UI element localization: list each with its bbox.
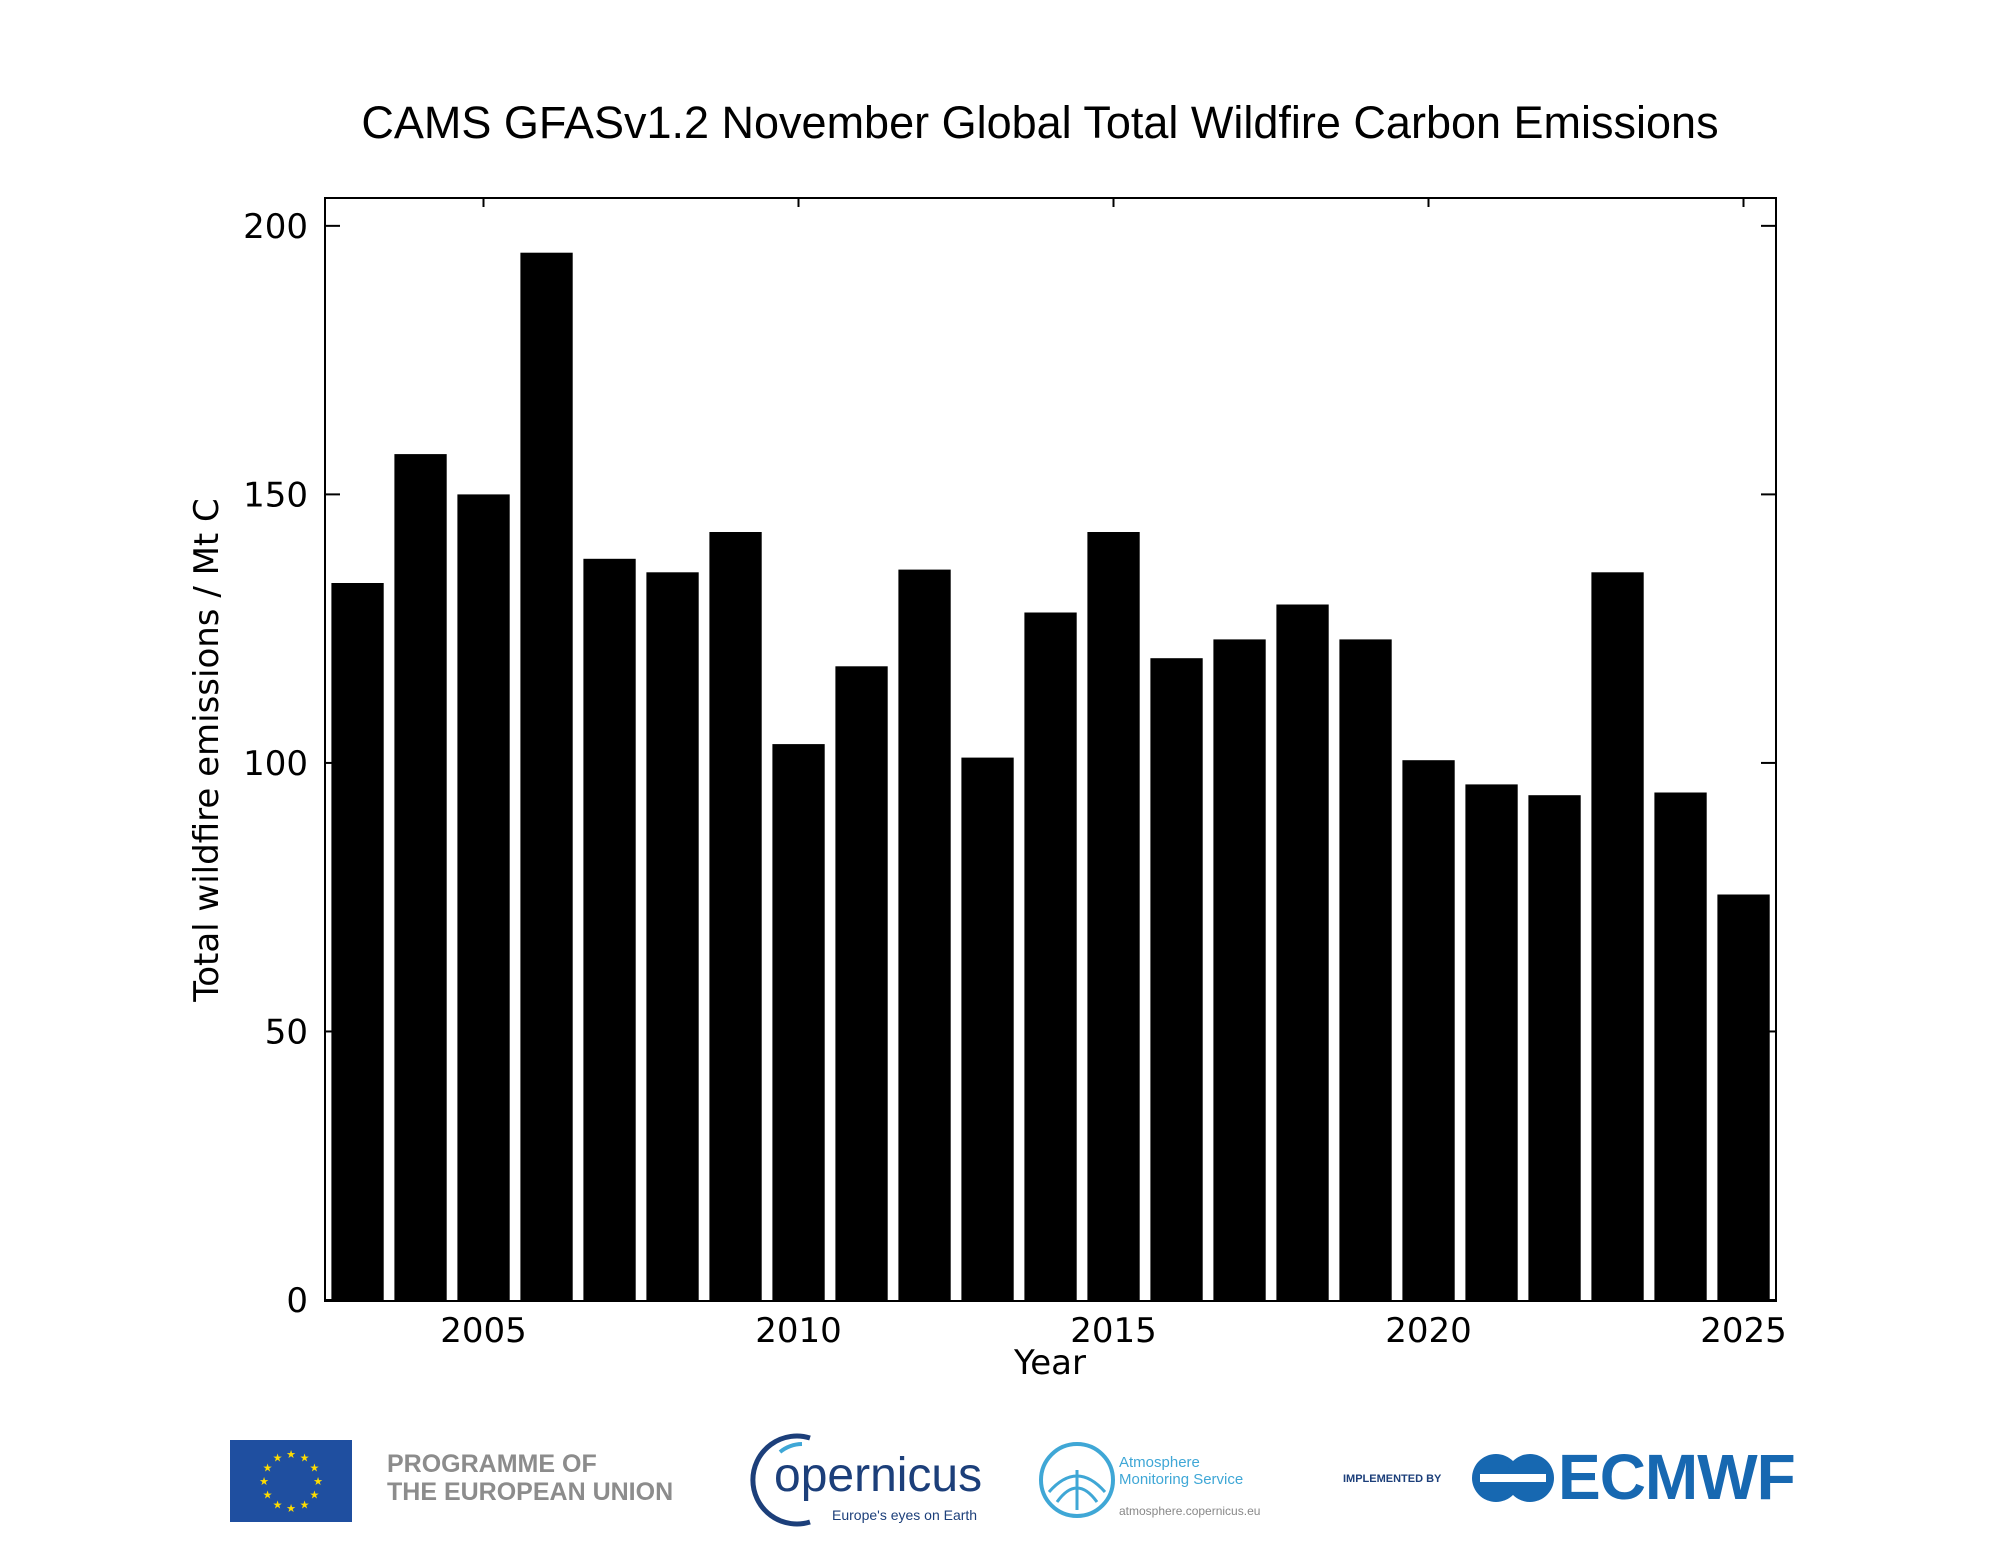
bar-2025	[1717, 894, 1770, 1300]
bar-2009	[709, 532, 762, 1300]
ecmwf-symbol-icon	[1472, 1454, 1554, 1502]
bar-2016	[1150, 658, 1203, 1300]
y-tick-label-150: 150	[243, 475, 308, 515]
copernicus-c-icon	[750, 1433, 811, 1527]
cams-name-line2: Monitoring Service	[1119, 1471, 1244, 1488]
bar-2004	[394, 454, 447, 1301]
eu-star-icon: ★	[300, 1498, 310, 1511]
eu-star-icon: ★	[259, 1475, 269, 1488]
cams-logo: Atmosphere Monitoring Service atmosphere…	[1037, 1434, 1297, 1530]
copernicus-logo: opernicus Europe's eyes on Earth	[740, 1430, 983, 1530]
bar-2011	[835, 666, 888, 1300]
plot-frame	[324, 197, 1777, 1302]
eu-star-icon: ★	[263, 1462, 273, 1475]
ecmwf-wordmark: ECMWF	[1558, 1441, 1796, 1513]
eu-stars-icon: ★★★★★★★★★ ★ ★★	[259, 1448, 323, 1515]
bar-2017	[1213, 639, 1266, 1300]
eu-text-line2: THE EUROPEAN UNION	[387, 1478, 674, 1506]
ecmwf-logo: ECMWF	[1470, 1440, 1800, 1513]
cams-url: atmosphere.copernicus.eu	[1119, 1504, 1261, 1518]
bar-2024	[1654, 792, 1707, 1300]
bar-2021	[1465, 784, 1518, 1300]
y-axis: 0 50 100 150 200	[243, 207, 1775, 1321]
bar-2020	[1402, 760, 1455, 1300]
x-tick-label-2010: 2010	[755, 1311, 842, 1351]
bar-2023	[1591, 572, 1644, 1300]
x-axis: 2005 2010 2015 2020 2025	[440, 199, 1787, 1351]
x-axis-label: Year	[1013, 1343, 1086, 1383]
eu-star-icon: ★	[286, 1502, 296, 1515]
y-tick-label-200: 200	[243, 207, 308, 247]
bar-chart: CAMS GFASv1.2 November Global Total Wild…	[187, 97, 1787, 1383]
eu-star-icon: ★	[273, 1498, 283, 1511]
x-tick-label-2005: 2005	[440, 1311, 527, 1351]
eu-star-icon: ★	[309, 1489, 319, 1502]
eu-star-icon: ★	[273, 1452, 283, 1465]
y-axis-label: Total wildfire emissions / Mt C	[187, 498, 227, 1003]
eu-programme-text: PROGRAMME OF THE EUROPEAN UNION	[387, 1450, 673, 1506]
bar-2008	[646, 572, 699, 1300]
y-tick-label-100: 100	[243, 744, 308, 784]
bar-2005	[457, 494, 510, 1300]
eu-star-icon: ★	[309, 1462, 319, 1475]
x-tick-label-2020: 2020	[1385, 1311, 1472, 1351]
eu-flag-logo: ★ ★ ★ ★ ★ ★ ★ ★ ★ ★ ★ ★	[230, 1440, 352, 1522]
bar-2003	[331, 583, 384, 1300]
bar-2015	[1087, 532, 1140, 1300]
bar-2007	[583, 558, 636, 1300]
bar-2019	[1339, 639, 1392, 1300]
chart-title: CAMS GFASv1.2 November Global Total Wild…	[361, 97, 1718, 148]
bar-2018	[1276, 604, 1329, 1300]
eu-star-icon: ★	[286, 1448, 296, 1461]
bar-2013	[961, 757, 1014, 1300]
eu-star-icon: ★	[300, 1452, 310, 1465]
y-tick-label-50: 50	[265, 1012, 308, 1052]
x-tick-label-2025: 2025	[1700, 1311, 1787, 1351]
copernicus-tagline: Europe's eyes on Earth	[832, 1507, 978, 1523]
eu-text-line1: PROGRAMME OF	[387, 1450, 597, 1478]
implemented-by-label: IMPLEMENTED BY	[1343, 1473, 1442, 1485]
eu-star-icon: ★	[313, 1475, 323, 1488]
cams-globe-icon	[1039, 1442, 1115, 1518]
cams-name: Atmosphere Monitoring Service	[1119, 1454, 1243, 1488]
copernicus-wordmark: opernicus	[774, 1449, 983, 1502]
x-tick-label-2015: 2015	[1070, 1311, 1157, 1351]
bar-2012	[898, 569, 951, 1300]
cams-name-line1: Atmosphere	[1119, 1454, 1200, 1471]
bars-group	[331, 252, 1770, 1301]
bar-2010	[772, 744, 825, 1300]
bar-2014	[1024, 612, 1077, 1300]
y-tick-label-0: 0	[286, 1281, 308, 1321]
eu-star-icon: ★	[263, 1489, 273, 1502]
bar-2022	[1528, 795, 1581, 1300]
bar-2006	[520, 252, 573, 1301]
footer-logos: ★ ★ ★ ★ ★ ★ ★ ★ ★ ★ ★ ★ PROGRAMME OF THE EUROPEAN U…	[0, 1420, 2000, 1540]
